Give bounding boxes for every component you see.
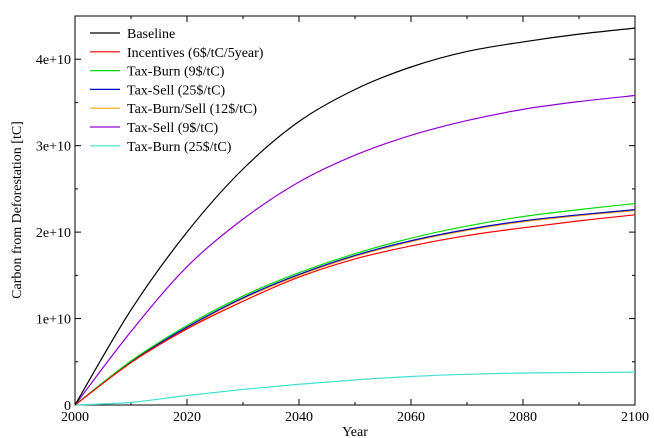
series-line [74, 371, 636, 406]
y-tick-label: 3e+10 [36, 140, 71, 155]
x-tick-label: 2100 [621, 410, 649, 425]
series-line [74, 94, 636, 406]
x-tick-label: 2080 [509, 410, 537, 425]
series-line [74, 209, 636, 406]
legend-label: Tax-Sell (25$/tC) [127, 83, 226, 98]
legend-label: Tax-Burn/Sell (12$/tC) [127, 102, 257, 117]
y-axis-title: Carbon from Deforestation [tC] [10, 121, 25, 299]
x-tick-label: 2000 [61, 410, 89, 425]
y-tick-label: 0 [64, 399, 71, 414]
series-line [74, 27, 636, 406]
y-tick-label: 1e+10 [36, 313, 71, 328]
x-axis-title: Year [342, 425, 368, 438]
y-tick-label: 4e+10 [36, 53, 71, 68]
series-line [74, 202, 636, 406]
legend-label: Tax-Sell (9$/tC) [127, 121, 219, 136]
series-line [74, 214, 636, 406]
x-tick-label: 2020 [173, 410, 201, 425]
legend-label: Tax-Burn (25$/tC) [127, 140, 232, 155]
y-tick-label: 2e+10 [36, 226, 71, 241]
x-tick-label: 2060 [397, 410, 425, 425]
x-tick-label: 2040 [285, 410, 313, 425]
legend-label: Tax-Burn (9$/tC) [127, 65, 225, 80]
series-line [74, 209, 636, 406]
legend-label: Incentives (6$/tC/5year) [127, 46, 264, 61]
legend-label: Baseline [127, 27, 175, 42]
